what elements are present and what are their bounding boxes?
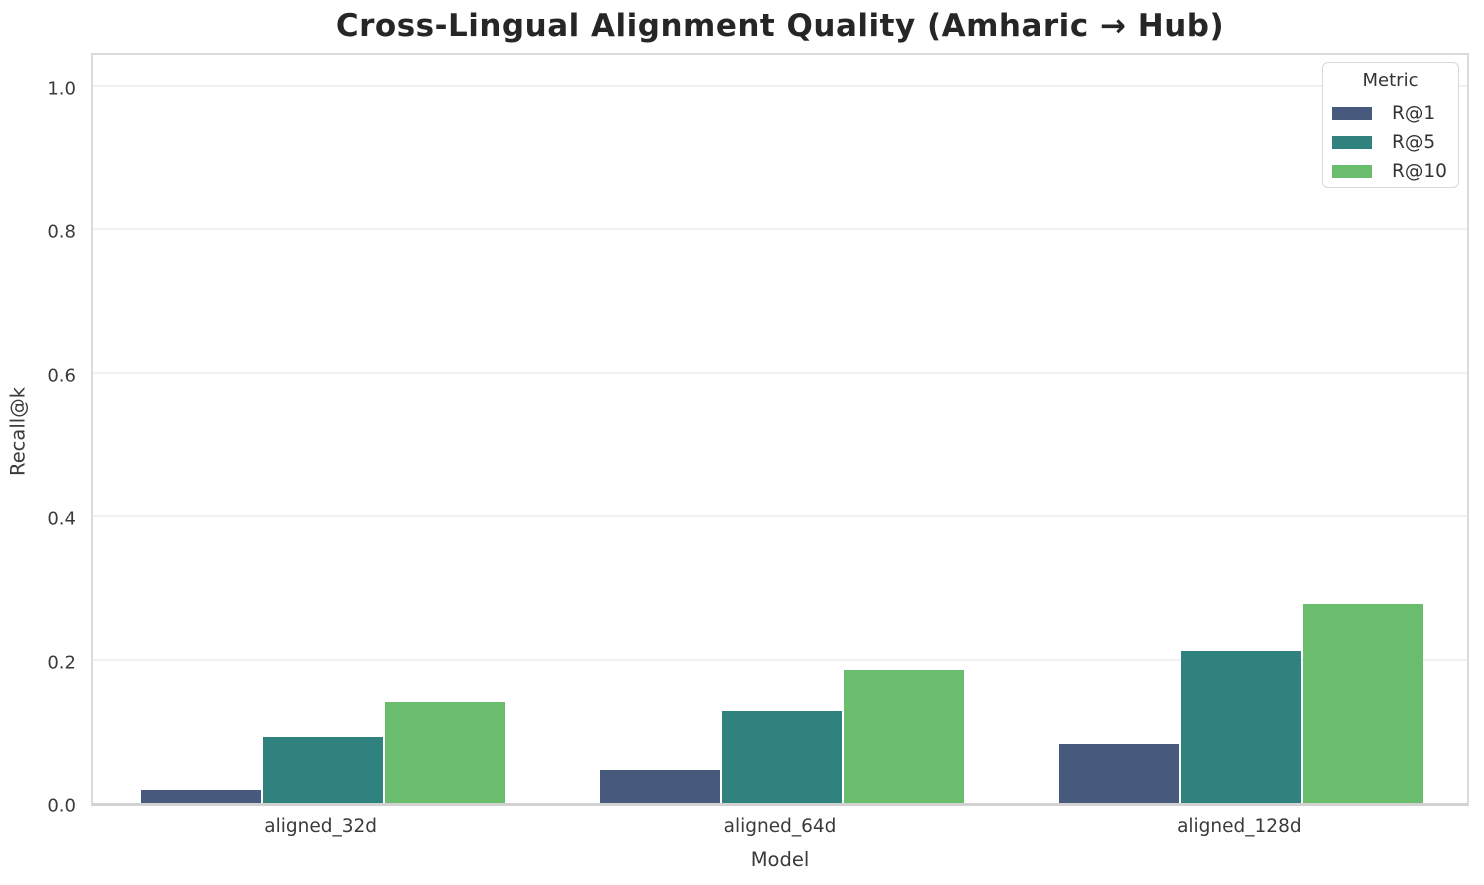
bar-aligned_64d-R@10 [844, 670, 964, 803]
chart-title: Cross-Lingual Alignment Quality (Amharic… [335, 8, 1225, 44]
gridline-0.2 [93, 658, 1467, 661]
y-tick-label-0.8: 0.8 [47, 221, 76, 243]
y-tick-label-0.2: 0.2 [47, 652, 76, 674]
y-tick-label-0.6: 0.6 [47, 365, 76, 387]
legend-swatch-r5-icon [1332, 136, 1372, 149]
plot-area [91, 53, 1469, 806]
x-axis-label: Model [750, 848, 810, 871]
bar-aligned_32d-R@10 [384, 701, 505, 803]
legend: Metric R@1 R@5 R@10 [1322, 62, 1459, 188]
legend-entry-r5: R@5 [1323, 128, 1458, 157]
y-tick-label-0.0: 0.0 [47, 795, 76, 817]
gridline-1 [93, 84, 1467, 87]
legend-label-r10: R@10 [1392, 161, 1447, 182]
x-tick-label-aligned_64d: aligned_64d [723, 816, 837, 837]
bar-aligned_32d-R@1 [140, 790, 261, 803]
gridline-0.8 [93, 228, 1467, 231]
gridline-0.4 [93, 515, 1467, 518]
legend-swatch-r1-icon [1332, 107, 1372, 120]
legend-swatch-r10-icon [1332, 165, 1372, 178]
gridline-0.6 [93, 371, 1467, 374]
bar-aligned_128d-R@5 [1181, 650, 1302, 803]
x-tick-label-aligned_32d: aligned_32d [264, 816, 378, 837]
bar-aligned_128d-R@1 [1059, 744, 1180, 803]
legend-entry-r10: R@10 [1323, 157, 1458, 186]
x-tick-label-aligned_128d: aligned_128d [1177, 816, 1302, 837]
legend-title: Metric [1362, 70, 1419, 91]
legend-label-r5: R@5 [1392, 132, 1436, 153]
y-tick-label-1.0: 1.0 [47, 78, 76, 100]
bar-aligned_64d-R@1 [600, 770, 720, 803]
bar-aligned_64d-R@5 [722, 711, 842, 803]
bar-aligned_32d-R@5 [262, 737, 383, 803]
bar-aligned_128d-R@10 [1303, 603, 1424, 803]
y-tick-label-0.4: 0.4 [47, 508, 76, 530]
legend-label-r1: R@1 [1392, 103, 1436, 124]
legend-entry-r1: R@1 [1323, 99, 1458, 128]
